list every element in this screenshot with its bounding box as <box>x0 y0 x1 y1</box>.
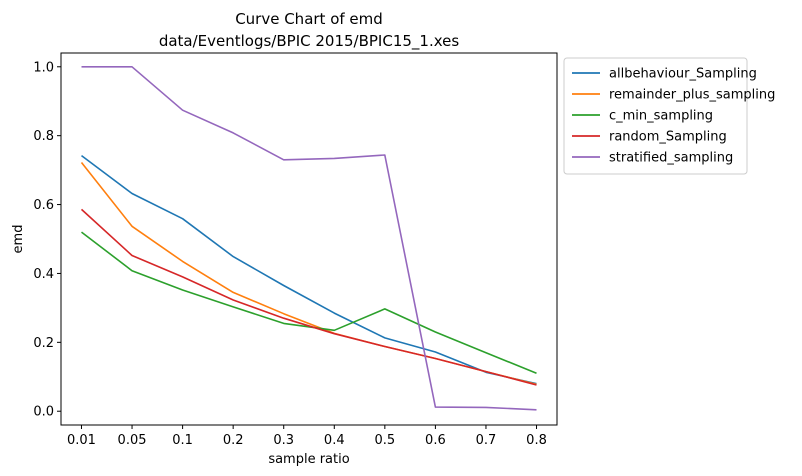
series-line-random_Sampling <box>80 208 537 386</box>
y-tick-label: 0.4 <box>33 267 54 282</box>
y-axis-label: emd <box>11 225 26 254</box>
series-line-allbehaviour_Sampling <box>81 154 537 385</box>
chart-title-line2: data/Eventlogs/BPIC 2015/BPIC15_1.xes <box>159 32 460 51</box>
x-tick-label: 0.7 <box>476 433 497 448</box>
x-tick-label: 0.2 <box>223 433 244 448</box>
x-tick-label: 0.4 <box>324 433 345 448</box>
chart-title-line1: Curve Chart of emd <box>235 10 383 28</box>
series-line-c_min_sampling <box>81 231 537 375</box>
plot-area <box>60 52 558 426</box>
legend: allbehaviour_Sampling remainder_plus_samp… <box>563 57 775 175</box>
x-tick-label: 0.01 <box>67 433 96 448</box>
series-line-stratified_sampling <box>81 66 537 411</box>
legend-entry: random_Sampling <box>609 130 727 145</box>
x-tick-label: 0.5 <box>374 433 395 448</box>
y-tick-label: 0.8 <box>33 129 54 144</box>
legend-entry: remainder_plus_sampling <box>609 88 775 103</box>
series-lines <box>80 66 537 411</box>
x-tick-label: 0.6 <box>425 433 446 448</box>
y-axis: 0.0 0.2 0.4 0.6 0.8 1.0 <box>33 60 61 420</box>
legend-box <box>563 57 748 175</box>
legend-entry: allbehaviour_Sampling <box>609 67 757 82</box>
y-tick-label: 0.6 <box>33 198 54 213</box>
x-tick-label: 0.05 <box>118 433 147 448</box>
chart-title: Curve Chart of emd data/Eventlogs/BPIC 2… <box>159 10 460 51</box>
x-axis-label: sample ratio <box>268 452 349 467</box>
x-tick-label: 0.8 <box>526 433 547 448</box>
x-tick-label: 0.3 <box>273 433 294 448</box>
y-tick-label: 0.0 <box>33 405 54 420</box>
legend-entry: stratified_sampling <box>609 151 733 166</box>
y-tick-label: 0.2 <box>33 336 54 351</box>
x-axis: 0.01 0.05 0.1 0.2 0.3 0.4 0.5 0.6 0.7 0.8 <box>67 425 547 448</box>
legend-entry: c_min_sampling <box>609 109 713 124</box>
x-tick-label: 0.1 <box>172 433 193 448</box>
series-line-remainder_plus_sampling <box>80 162 537 386</box>
y-tick-label: 1.0 <box>33 60 54 75</box>
